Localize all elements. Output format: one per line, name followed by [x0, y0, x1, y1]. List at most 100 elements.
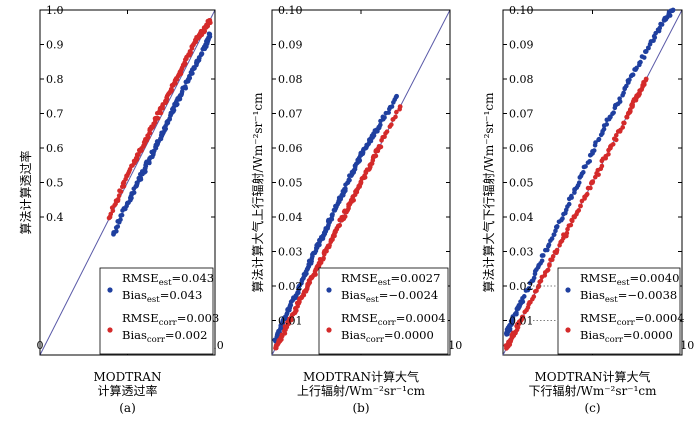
- data-point: [331, 231, 337, 237]
- data-point: [195, 35, 200, 40]
- data-point: [317, 242, 322, 248]
- data-point: [340, 214, 346, 220]
- legend-subscript: est: [147, 295, 160, 305]
- legend-entry: RMSEest=0.043: [122, 271, 214, 288]
- data-point: [323, 228, 328, 234]
- data-point: [287, 318, 293, 323]
- reference-line: [39, 9, 216, 356]
- data-point: [643, 76, 649, 82]
- data-point: [596, 136, 602, 142]
- legend-entry: Biasest=−0.0038: [580, 288, 677, 305]
- data-point: [177, 93, 183, 99]
- legend-subscript: corr: [147, 335, 166, 345]
- legend-metric: Bias: [580, 328, 605, 342]
- y-tick-label: 0.07: [509, 108, 534, 121]
- x-axis-label: 上行辐射/Wm⁻²sr⁻¹cm: [297, 383, 426, 398]
- data-point: [282, 331, 288, 336]
- data-point: [569, 193, 574, 199]
- data-point: [564, 230, 570, 236]
- legend-entry: RMSEcorr=0.003: [122, 311, 219, 328]
- data-point: [608, 114, 613, 120]
- data-point: [540, 253, 546, 258]
- data-point: [509, 335, 515, 341]
- data-point: [509, 318, 515, 323]
- legend-entry: Biascorr=0.0000: [580, 328, 673, 345]
- data-point: [278, 325, 284, 330]
- data-point: [278, 335, 284, 341]
- legend-metric: Bias: [580, 288, 605, 302]
- data-point: [168, 86, 174, 92]
- data-point: [367, 138, 373, 144]
- legend-marker: [107, 287, 113, 293]
- data-point: [518, 300, 524, 306]
- legend-entry: Biascorr=0.002: [122, 328, 207, 345]
- y-tick-label: 0.06: [509, 142, 534, 155]
- data-point: [661, 17, 667, 23]
- panel-c: 0.01 0.02 0.03 0.04 0.05 0.06 0.07 0.08 0.09 0.10…: [481, 4, 694, 415]
- legend-value: =0.003: [177, 311, 220, 325]
- data-point: [111, 231, 116, 237]
- legend-entry: RMSEest=0.0027: [341, 271, 440, 288]
- data-point: [624, 114, 630, 120]
- series-corr: [273, 104, 403, 351]
- legend-value: =0.0000: [384, 328, 434, 342]
- x-axis-label: 下行辐射/Wm⁻²sr⁻¹cm: [528, 383, 657, 398]
- series-est: [272, 93, 399, 345]
- data-point: [504, 345, 509, 351]
- legend-subscript: corr: [605, 335, 624, 345]
- data-point: [608, 145, 613, 151]
- legend-box: [99, 267, 214, 355]
- y-tick-label: 0.04: [509, 211, 534, 224]
- y-axis-label: 算法计算大气上行辐射/Wm⁻²sr⁻¹cm: [250, 92, 265, 293]
- data-point: [349, 169, 355, 175]
- data-point: [107, 214, 113, 220]
- y-tick-label: 0.08: [509, 73, 534, 86]
- data-point: [590, 180, 595, 185]
- y-tick-label: 0.6: [46, 142, 64, 155]
- data-point: [576, 180, 582, 185]
- data-point: [314, 266, 319, 272]
- data-point: [593, 140, 598, 145]
- data-point: [641, 55, 647, 60]
- data-point: [545, 267, 551, 273]
- data-point: [160, 131, 165, 137]
- legend-subscript: est: [605, 295, 618, 305]
- data-point: [115, 197, 121, 202]
- data-point: [578, 203, 583, 209]
- legend-metric: RMSE: [341, 271, 378, 285]
- data-point: [340, 190, 346, 196]
- data-point: [531, 294, 537, 299]
- data-point: [546, 242, 552, 247]
- data-point: [199, 51, 204, 56]
- legend-subscript: corr: [378, 318, 397, 328]
- data-point: [203, 24, 209, 30]
- data-point: [596, 172, 601, 177]
- data-point: [659, 22, 665, 27]
- data-point: [384, 129, 390, 134]
- legend-subscript: corr: [366, 335, 385, 345]
- legend-metric: RMSE: [580, 271, 617, 285]
- data-point: [625, 80, 631, 85]
- data-point: [653, 30, 659, 36]
- data-point: [330, 212, 335, 217]
- data-point: [550, 254, 556, 259]
- data-point: [389, 122, 394, 127]
- data-point: [207, 31, 213, 37]
- data-point: [173, 81, 178, 86]
- legend-metric: Bias: [341, 328, 366, 342]
- legend-value: =0.002: [165, 328, 208, 342]
- data-point: [367, 162, 373, 168]
- data-point: [165, 120, 171, 126]
- legend-subscript: est: [366, 295, 379, 305]
- data-point: [394, 109, 399, 115]
- data-point: [613, 137, 619, 143]
- data-point: [566, 201, 572, 207]
- x-axis-label: MODTRAN计算大气: [303, 369, 419, 384]
- y-tick-label: 0.08: [278, 73, 303, 86]
- legend-metric: RMSE: [122, 311, 159, 325]
- data-point: [273, 345, 278, 351]
- data-point: [118, 189, 124, 194]
- y-tick-label: 0.05: [509, 177, 534, 190]
- data-point: [393, 114, 398, 120]
